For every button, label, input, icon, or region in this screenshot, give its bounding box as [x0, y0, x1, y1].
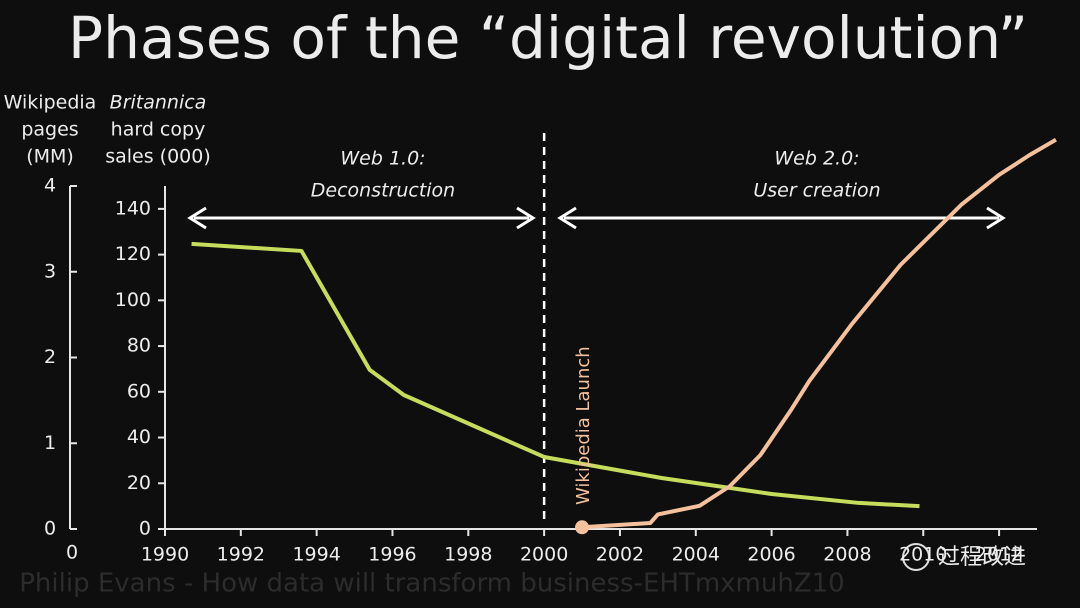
phase-label: Web 1.0: [340, 148, 425, 170]
y-axis-title: hard copy [111, 119, 206, 141]
y2-tick-label: 1 [44, 432, 56, 454]
x-tick-label: 2002 [596, 544, 644, 566]
x-tick-label: 1992 [217, 544, 265, 566]
arrow-head [557, 206, 577, 230]
y2-tick-label: 2 [44, 346, 56, 368]
y2-tick-label: 4 [44, 175, 56, 197]
series-line [191, 241, 920, 509]
y-tick-label: 60 [127, 380, 151, 402]
y-tick-label: 40 [127, 426, 151, 448]
arrow-head [516, 206, 536, 230]
y-axis-title: sales (000) [105, 146, 211, 168]
launch-dot [575, 520, 590, 535]
watermark: Philip Evans - How data will transform b… [19, 569, 844, 599]
series-line [581, 137, 1057, 530]
y2-axis-title: (MM) [26, 146, 74, 168]
chart-title: Phases of the “digital revolution” [68, 4, 1028, 72]
badge-icon [902, 543, 930, 571]
arrow-head [986, 206, 1006, 230]
corner-label: 0 [66, 542, 78, 564]
x-tick-label: 2008 [823, 544, 871, 566]
x-tick-label: 2000 [520, 544, 568, 566]
y-tick-label: 0 [139, 518, 151, 540]
x-tick-label: 2012 [975, 544, 1023, 566]
x-tick-label: 1990 [141, 544, 189, 566]
y2-axis-title: Wikipedia [4, 92, 97, 114]
x-tick-label: 1994 [292, 544, 340, 566]
phase-label: User creation [753, 180, 880, 202]
x-tick-label: 2006 [747, 544, 795, 566]
y-tick-label: 20 [127, 472, 151, 494]
badge: 过程改进 [938, 545, 1026, 570]
launch-label: Wikipedia Launch [573, 346, 594, 505]
y2-tick-label: 3 [44, 260, 56, 282]
y-tick-label: 100 [115, 289, 151, 311]
x-tick-label: 1998 [444, 544, 492, 566]
y-tick-label: 140 [115, 197, 151, 219]
y-tick-label: 80 [127, 335, 151, 357]
x-tick-label: 2004 [672, 544, 720, 566]
phase-label: Deconstruction [311, 180, 455, 202]
phase-label: Web 2.0: [774, 148, 859, 170]
y-tick-label: 120 [115, 243, 151, 265]
x-tick-label: 1996 [368, 544, 416, 566]
arrow-head [187, 206, 207, 230]
y-axis-title: Britannica [110, 92, 207, 114]
y2-axis-title: pages [21, 119, 78, 141]
y2-tick-label: 0 [44, 518, 56, 540]
x-tick-label: 2010 [899, 544, 947, 566]
